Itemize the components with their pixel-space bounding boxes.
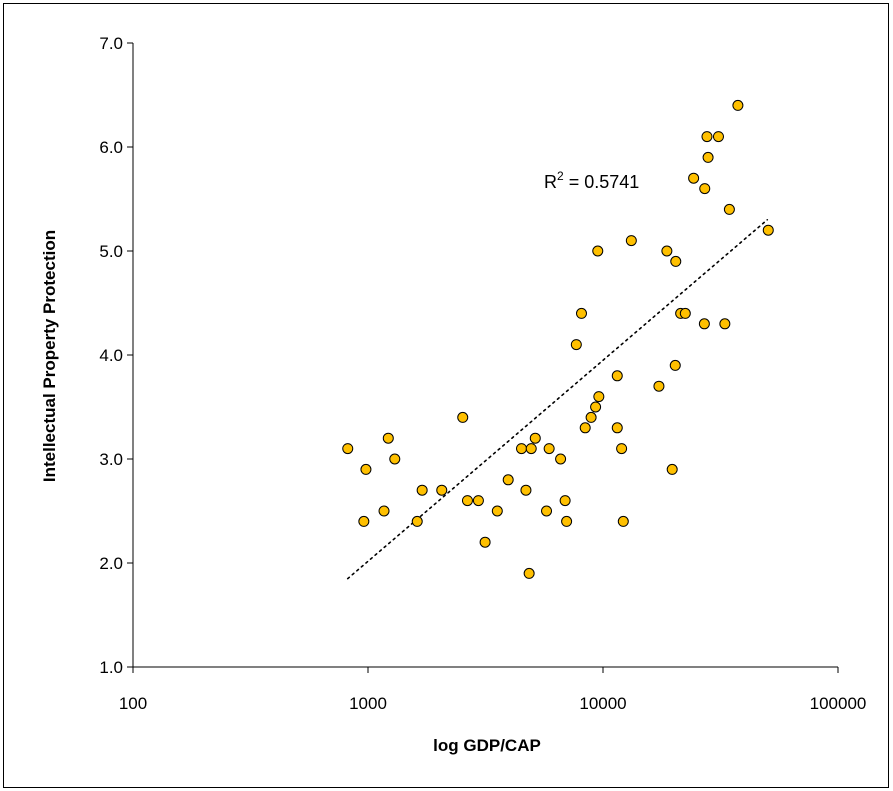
data-point	[461, 495, 473, 507]
y-tick-label: 5.0	[99, 242, 123, 261]
data-point	[712, 131, 724, 143]
y-tick-labels: 1.0 2.0 3.0 4.0 5.0 6.0 7.0	[99, 34, 123, 677]
data-point	[616, 443, 628, 455]
y-tick-label: 4.0	[99, 346, 123, 365]
data-point	[723, 203, 735, 215]
data-point	[378, 505, 390, 517]
data-point	[491, 505, 503, 517]
data-point	[575, 307, 587, 319]
x-tick-labels: 100 1000 10000 100000	[119, 694, 867, 713]
data-point	[358, 515, 370, 527]
data-point	[457, 411, 469, 423]
data-point	[502, 474, 514, 486]
y-tick-label: 1.0	[99, 658, 123, 677]
data-point	[525, 443, 537, 455]
data-point	[416, 484, 428, 496]
data-point	[701, 131, 713, 143]
data-point	[523, 567, 535, 579]
data-point	[762, 224, 774, 236]
data-point	[732, 99, 744, 111]
data-point	[529, 432, 541, 444]
data-point	[479, 536, 491, 548]
data-point	[719, 318, 731, 330]
x-tick-label: 100	[119, 694, 147, 713]
data-point	[570, 339, 582, 351]
data-point	[541, 505, 553, 517]
r-squared-annotation: R2 = 0.5741	[544, 169, 639, 192]
data-point	[555, 453, 567, 465]
data-point	[679, 307, 691, 319]
chart-frame	[3, 3, 889, 788]
y-tick-label: 3.0	[99, 450, 123, 469]
y-tick-label: 7.0	[99, 34, 123, 53]
trendline	[346, 219, 769, 580]
data-point	[617, 515, 629, 527]
data-point	[666, 463, 678, 475]
data-point	[625, 235, 637, 247]
data-point	[516, 443, 528, 455]
data-point	[661, 245, 673, 257]
data-point	[593, 391, 605, 403]
data-points	[342, 99, 774, 579]
data-point	[699, 183, 711, 195]
data-point	[342, 443, 354, 455]
data-point	[670, 255, 682, 267]
data-point	[611, 422, 623, 434]
data-point	[688, 172, 700, 184]
data-point	[669, 359, 681, 371]
data-point	[561, 515, 573, 527]
x-tick-label: 1000	[349, 694, 387, 713]
y-tick-label: 6.0	[99, 138, 123, 157]
data-point	[543, 443, 555, 455]
data-point	[592, 245, 604, 257]
data-point	[411, 515, 423, 527]
data-point	[559, 495, 571, 507]
y-axis-title: Intellectual Property Protection	[40, 230, 59, 482]
data-point	[579, 422, 591, 434]
x-tick-label: 100000	[810, 694, 867, 713]
data-point	[472, 495, 484, 507]
data-point	[702, 151, 714, 163]
data-point	[389, 453, 401, 465]
x-tick-label: 10000	[579, 694, 626, 713]
data-point	[360, 463, 372, 475]
data-point	[436, 484, 448, 496]
data-point	[698, 318, 710, 330]
data-point	[611, 370, 623, 382]
data-point	[585, 411, 597, 423]
x-axis-title: log GDP/CAP	[433, 736, 541, 755]
y-tick-label: 2.0	[99, 554, 123, 573]
data-point	[653, 380, 665, 392]
trendline-layer	[346, 219, 769, 580]
data-point	[520, 484, 532, 496]
data-point	[382, 432, 394, 444]
axes	[127, 42, 839, 673]
data-point	[590, 401, 602, 413]
